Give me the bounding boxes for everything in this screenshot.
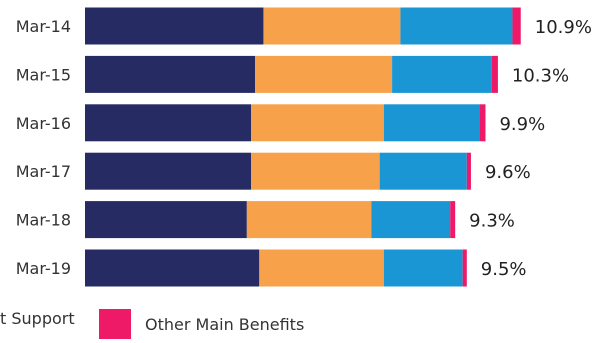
bar-segment-series-0 xyxy=(85,7,264,45)
bar-segment-series-1 xyxy=(246,201,372,239)
category-label: Mar-19 xyxy=(16,259,71,278)
bar-segment-series-2 xyxy=(392,55,492,93)
total-label: 9.9% xyxy=(499,114,545,135)
stacked-bar-chart: Mar-14 10.9% Mar-15 10.3% Mar-16 9.9% Mar-17 9.… xyxy=(16,7,592,287)
legend-label-support: t Support xyxy=(0,309,75,328)
category-label: Mar-14 xyxy=(16,17,71,36)
category-label: Mar-16 xyxy=(16,114,71,133)
bar-segment-series-3 xyxy=(450,201,456,239)
total-label: 9.3% xyxy=(469,211,515,232)
legend-label-other-main-benefits: Other Main Benefits xyxy=(145,314,305,334)
legend-item-support: t Support xyxy=(0,309,75,328)
total-label: 10.9% xyxy=(535,17,592,38)
bar-segment-series-1 xyxy=(251,152,380,190)
bar-segment-series-1 xyxy=(255,55,393,93)
category-label: Mar-18 xyxy=(16,211,71,230)
bar-segment-series-0 xyxy=(85,104,251,142)
bar-segment-series-2 xyxy=(383,104,480,142)
bar-segment-series-2 xyxy=(371,201,451,239)
total-label: 10.3% xyxy=(512,65,569,86)
legend-swatch-other-main-benefits xyxy=(99,309,131,339)
bar-segment-series-0 xyxy=(85,249,260,287)
bar-segment-series-0 xyxy=(85,55,256,93)
bar-segment-series-3 xyxy=(491,55,498,93)
bar-segment-series-1 xyxy=(259,249,384,287)
bar-segment-series-3 xyxy=(466,152,471,190)
category-label: Mar-15 xyxy=(16,65,71,84)
legend: t Support Other Main Benefits xyxy=(0,309,603,343)
bar-segment-series-0 xyxy=(85,201,247,239)
bar-segment-series-2 xyxy=(400,7,513,45)
bar-segment-series-3 xyxy=(462,249,467,287)
legend-item-other-main-benefits: Other Main Benefits xyxy=(99,309,304,339)
bar-segment-series-3 xyxy=(479,104,486,142)
bar-segment-series-3 xyxy=(512,7,521,45)
category-label: Mar-17 xyxy=(16,162,71,181)
total-label: 9.5% xyxy=(481,259,527,280)
bar-segment-series-2 xyxy=(379,152,467,190)
bar-segment-series-0 xyxy=(85,152,251,190)
bar-segment-series-2 xyxy=(383,249,463,287)
total-label: 9.6% xyxy=(485,162,531,183)
bar-segment-series-1 xyxy=(251,104,384,142)
bar-segment-series-1 xyxy=(263,7,401,45)
